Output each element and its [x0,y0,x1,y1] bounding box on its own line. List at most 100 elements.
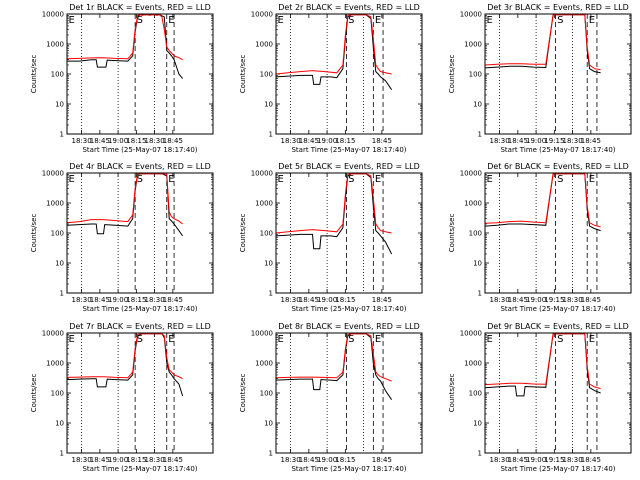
panel-4-ytick-label: 100 [51,230,64,238]
panel-5-series-lld [276,173,392,234]
panel-9-xtick-label: 18:45 [508,456,528,464]
panel-1-ytick-label: 10 [55,101,64,109]
panel-3-frame [484,13,632,135]
panel-6-frame [484,172,632,294]
panel-6-ytick-label: 10000 [460,170,482,178]
panel-1-xtick-label: 18:45 [163,137,183,145]
panel-2-ytick-label: 100 [260,71,273,79]
panel-4-ytick-label: 10000 [42,170,64,178]
panel-3-ylabel: Counts/sec [448,55,456,94]
panel-3: Det 3r BLACK = Events, RED = LLD Counts/s… [448,3,632,154]
panel-7-frame [66,332,214,454]
panel-9-xtick-label: 18:45 [581,456,601,464]
panel-5-ytick-label: 10 [264,260,273,268]
panel-3-series-lld [485,14,601,71]
panel-9-title: Det 9r BLACK = Events, RED = LLD [487,322,629,331]
panel-3-xtick-label: 18:30 [490,137,510,145]
panel-9-ytick-label: 1 [478,450,482,458]
panel-4-marker-label: E [168,174,174,185]
panel-2-xtick-label: 18:45 [372,137,392,145]
panel-3-marker-label: S [557,15,563,26]
panel-6: Det 6r BLACK = Events, RED = LLD Counts/s… [448,162,632,313]
panel-2-marker-label: E [375,15,381,26]
panel-7-xtick-label: 18:45 [90,456,110,464]
panel-4-xtick-label: 18:30 [145,296,165,304]
panel-9-xlabel: Start Time (25-May-07 18:17:40) [500,465,615,473]
panel-6-xtick-label: 18:30 [563,296,583,304]
panel-5-ytick-label: 100 [260,230,273,238]
panel-3-xtick-label: 18:45 [581,137,601,145]
panel-9-series-lld [485,333,601,390]
panel-3-ytick-label: 1 [478,131,482,139]
panel-4-series-lld [67,173,183,225]
panel-7-ytick-label: 100 [51,390,64,398]
panel-8-xtick-label: 18:45 [299,456,319,464]
panel-3-marker-label: E [589,15,595,26]
panel-1: Det 1r BLACK = Events, RED = LLD Counts/s… [30,3,214,154]
panel-4-ylabel: Counts/sec [30,214,38,253]
panel-5-xtick-label: 18:45 [299,296,319,304]
panel-2-ytick-label: 10 [264,101,273,109]
panel-1-marker-label: E [69,15,75,26]
panel-9-frame [484,332,632,454]
panel-4-xtick-label: 19:00 [108,296,128,304]
panel-3-ytick-label: 10 [473,101,482,109]
panel-8: Det 8r BLACK = Events, RED = LLD Counts/s… [239,322,423,473]
panel-5-marker-label: E [375,174,381,185]
panel-5-title: Det 5r BLACK = Events, RED = LLD [278,162,420,171]
panel-8-marker-label: E [278,334,284,345]
panel-1-ytick-label: 1 [60,131,64,139]
panel-6-xtick-label: 19:00 [526,296,546,304]
panel-3-xtick-label: 18:30 [563,137,583,145]
panel-7-marker-label: E [69,334,75,345]
panel-8-ytick-label: 1 [269,450,273,458]
panel-1-ytick-label: 10000 [42,11,64,19]
panel-2-ytick-label: 1 [269,131,273,139]
panel-8-ylabel: Counts/sec [239,374,247,413]
panel-2: Det 2r BLACK = Events, RED = LLD Counts/s… [239,3,423,154]
panel-9-marker-label: E [589,334,595,345]
panel-4-xlabel: Start Time (25-May-07 18:17:40) [82,305,197,313]
panel-2-ytick-label: 10000 [251,11,273,19]
panel-8-ytick-label: 10 [264,420,273,428]
panel-6-series-lld [485,173,601,228]
panel-1-frame [66,13,214,135]
panel-2-series-lld [276,14,392,75]
panel-3-title: Det 3r BLACK = Events, RED = LLD [487,3,629,12]
panel-1-xtick-label: 18:30 [145,137,165,145]
panel-9-ylabel: Counts/sec [448,374,456,413]
panel-5-ytick-label: 1 [269,290,273,298]
panel-3-ytick-label: 1000 [464,41,482,49]
panel-7-xtick-label: 18:15 [126,456,146,464]
panel-3-xlabel: Start Time (25-May-07 18:17:40) [500,146,615,154]
panel-7: Det 7r BLACK = Events, RED = LLD Counts/s… [30,322,214,473]
panel-7-ytick-label: 10 [55,420,64,428]
panel-4-xtick-label: 18:45 [90,296,110,304]
panel-2-marker-label: E [278,15,284,26]
panel-1-marker-label: S [137,15,143,26]
panel-7-xtick-label: 18:30 [72,456,92,464]
panel-9-ytick-label: 100 [469,390,482,398]
panel-8-series-lld [276,333,392,382]
panel-2-frame [275,13,423,135]
panel-7-title: Det 7r BLACK = Events, RED = LLD [69,322,211,331]
panel-8-xtick-label: 18:30 [281,456,301,464]
panel-8-xlabel: Start Time (25-May-07 18:17:40) [291,465,406,473]
panel-2-title: Det 2r BLACK = Events, RED = LLD [278,3,420,12]
panel-3-ytick-label: 100 [469,71,482,79]
panel-2-xlabel: Start Time (25-May-07 18:17:40) [291,146,406,154]
panel-1-xtick-label: 18:45 [90,137,110,145]
panel-6-marker-label: S [557,174,563,185]
panel-7-marker-label: S [137,334,143,345]
panel-5: Det 5r BLACK = Events, RED = LLD Counts/s… [239,162,423,313]
panel-8-marker-label: S [348,334,354,345]
panel-4-marker-label: E [69,174,75,185]
panel-7-marker-label: E [168,334,174,345]
panel-1-ytick-label: 1000 [46,41,64,49]
panel-6-ytick-label: 1000 [464,200,482,208]
panel-9-xtick-label: 19:15 [544,456,564,464]
panel-4-frame [66,172,214,294]
panel-5-marker-label: E [278,174,284,185]
panel-7-series-lld [67,333,183,380]
panel-6-marker-label: E [487,174,493,185]
